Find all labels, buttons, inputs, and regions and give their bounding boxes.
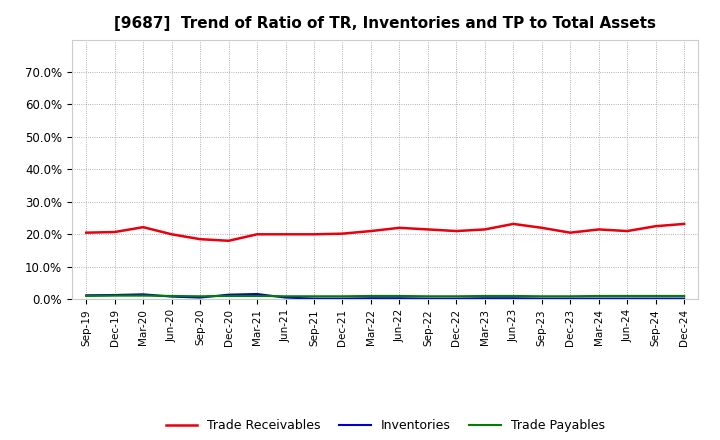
Inventories bbox=[537, 296, 546, 301]
Trade Payables bbox=[282, 293, 290, 299]
Trade Receivables bbox=[566, 230, 575, 235]
Inventories bbox=[652, 296, 660, 301]
Trade Payables bbox=[366, 293, 375, 299]
Trade Payables bbox=[623, 293, 631, 299]
Trade Payables bbox=[338, 293, 347, 299]
Trade Payables bbox=[509, 293, 518, 299]
Trade Payables bbox=[167, 293, 176, 299]
Trade Payables bbox=[652, 293, 660, 299]
Trade Receivables bbox=[537, 225, 546, 231]
Inventories bbox=[110, 292, 119, 297]
Trade Receivables bbox=[680, 221, 688, 227]
Trade Receivables bbox=[253, 231, 261, 237]
Inventories bbox=[82, 293, 91, 298]
Inventories bbox=[395, 296, 404, 301]
Line: Inventories: Inventories bbox=[86, 294, 684, 299]
Inventories bbox=[225, 292, 233, 297]
Inventories bbox=[509, 296, 518, 301]
Trade Receivables bbox=[652, 224, 660, 229]
Title: [9687]  Trend of Ratio of TR, Inventories and TP to Total Assets: [9687] Trend of Ratio of TR, Inventories… bbox=[114, 16, 656, 32]
Trade Receivables bbox=[509, 221, 518, 227]
Trade Receivables bbox=[623, 228, 631, 234]
Inventories bbox=[480, 296, 489, 301]
Trade Receivables bbox=[423, 227, 432, 232]
Trade Payables bbox=[110, 293, 119, 298]
Trade Payables bbox=[196, 293, 204, 299]
Trade Receivables bbox=[338, 231, 347, 236]
Trade Payables bbox=[82, 293, 91, 299]
Inventories bbox=[282, 295, 290, 300]
Trade Payables bbox=[423, 293, 432, 299]
Trade Payables bbox=[595, 293, 603, 299]
Trade Receivables bbox=[310, 231, 318, 237]
Trade Payables bbox=[310, 293, 318, 299]
Trade Payables bbox=[566, 293, 575, 299]
Inventories bbox=[566, 296, 575, 301]
Trade Receivables bbox=[110, 229, 119, 235]
Trade Payables bbox=[452, 293, 461, 299]
Trade Receivables bbox=[282, 231, 290, 237]
Inventories bbox=[452, 296, 461, 301]
Trade Payables bbox=[395, 293, 404, 299]
Inventories bbox=[595, 296, 603, 301]
Trade Payables bbox=[225, 293, 233, 299]
Inventories bbox=[623, 296, 631, 301]
Trade Receivables bbox=[82, 230, 91, 235]
Trade Receivables bbox=[139, 224, 148, 230]
Trade Receivables bbox=[196, 237, 204, 242]
Inventories bbox=[366, 296, 375, 301]
Trade Payables bbox=[253, 293, 261, 299]
Inventories bbox=[338, 296, 347, 301]
Inventories bbox=[167, 294, 176, 299]
Trade Receivables bbox=[452, 228, 461, 234]
Trade Payables bbox=[680, 293, 688, 299]
Legend: Trade Receivables, Inventories, Trade Payables: Trade Receivables, Inventories, Trade Pa… bbox=[161, 414, 610, 437]
Trade Receivables bbox=[225, 238, 233, 243]
Trade Payables bbox=[139, 293, 148, 298]
Line: Trade Receivables: Trade Receivables bbox=[86, 224, 684, 241]
Trade Receivables bbox=[167, 231, 176, 237]
Inventories bbox=[139, 292, 148, 297]
Inventories bbox=[310, 296, 318, 301]
Trade Receivables bbox=[366, 228, 375, 234]
Trade Payables bbox=[537, 293, 546, 299]
Inventories bbox=[680, 296, 688, 301]
Trade Payables bbox=[480, 293, 489, 299]
Inventories bbox=[253, 291, 261, 297]
Trade Receivables bbox=[480, 227, 489, 232]
Inventories bbox=[423, 296, 432, 301]
Inventories bbox=[196, 295, 204, 300]
Trade Receivables bbox=[395, 225, 404, 231]
Trade Receivables bbox=[595, 227, 603, 232]
